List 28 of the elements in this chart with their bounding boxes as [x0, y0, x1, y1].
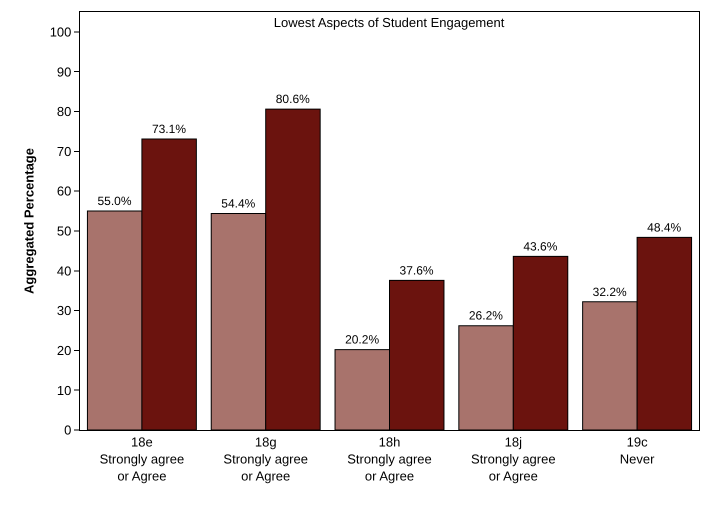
y-tick-label: 10: [56, 382, 72, 398]
data-label: 26.2%: [468, 308, 504, 323]
x-tick-label: 18j Strongly agree or Agree: [471, 434, 556, 484]
x-tick-label: 19c Never: [620, 434, 656, 466]
y-tick-label: 100: [50, 24, 72, 40]
y-tick-label: 50: [56, 224, 72, 238]
data-label: 20.2%: [345, 332, 380, 347]
data-label: 43.6%: [523, 239, 558, 254]
data-label: 48.4%: [647, 220, 682, 234]
data-label: 80.6%: [276, 92, 310, 106]
data-label: 54.4%: [221, 196, 256, 210]
chart-title: Lowest Aspects of Student Engagement: [274, 14, 505, 30]
data-label: 32.2%: [592, 284, 628, 299]
y-axis-title: Aggregated Percentage: [22, 148, 37, 294]
y-tick-label: 30: [56, 303, 72, 318]
y-tick-label: 80: [56, 104, 72, 120]
x-tick-label: 18e Strongly agree or Agree: [100, 434, 184, 484]
y-tick-label: 40: [56, 263, 72, 278]
x-tick-label: 18g Strongly agree or Agree: [223, 434, 308, 484]
data-label: 73.1%: [152, 122, 186, 136]
y-tick-label: 20: [56, 342, 72, 358]
y-tick-label: 70: [56, 144, 72, 159]
y-tick-label: 0: [64, 422, 72, 438]
data-label: 37.6%: [400, 263, 434, 278]
y-tick-label: 90: [56, 64, 72, 80]
y-tick-label: 60: [56, 184, 72, 199]
data-label: 55.0%: [97, 194, 132, 208]
x-tick-label: 18h Strongly agree or Agree: [347, 434, 432, 484]
